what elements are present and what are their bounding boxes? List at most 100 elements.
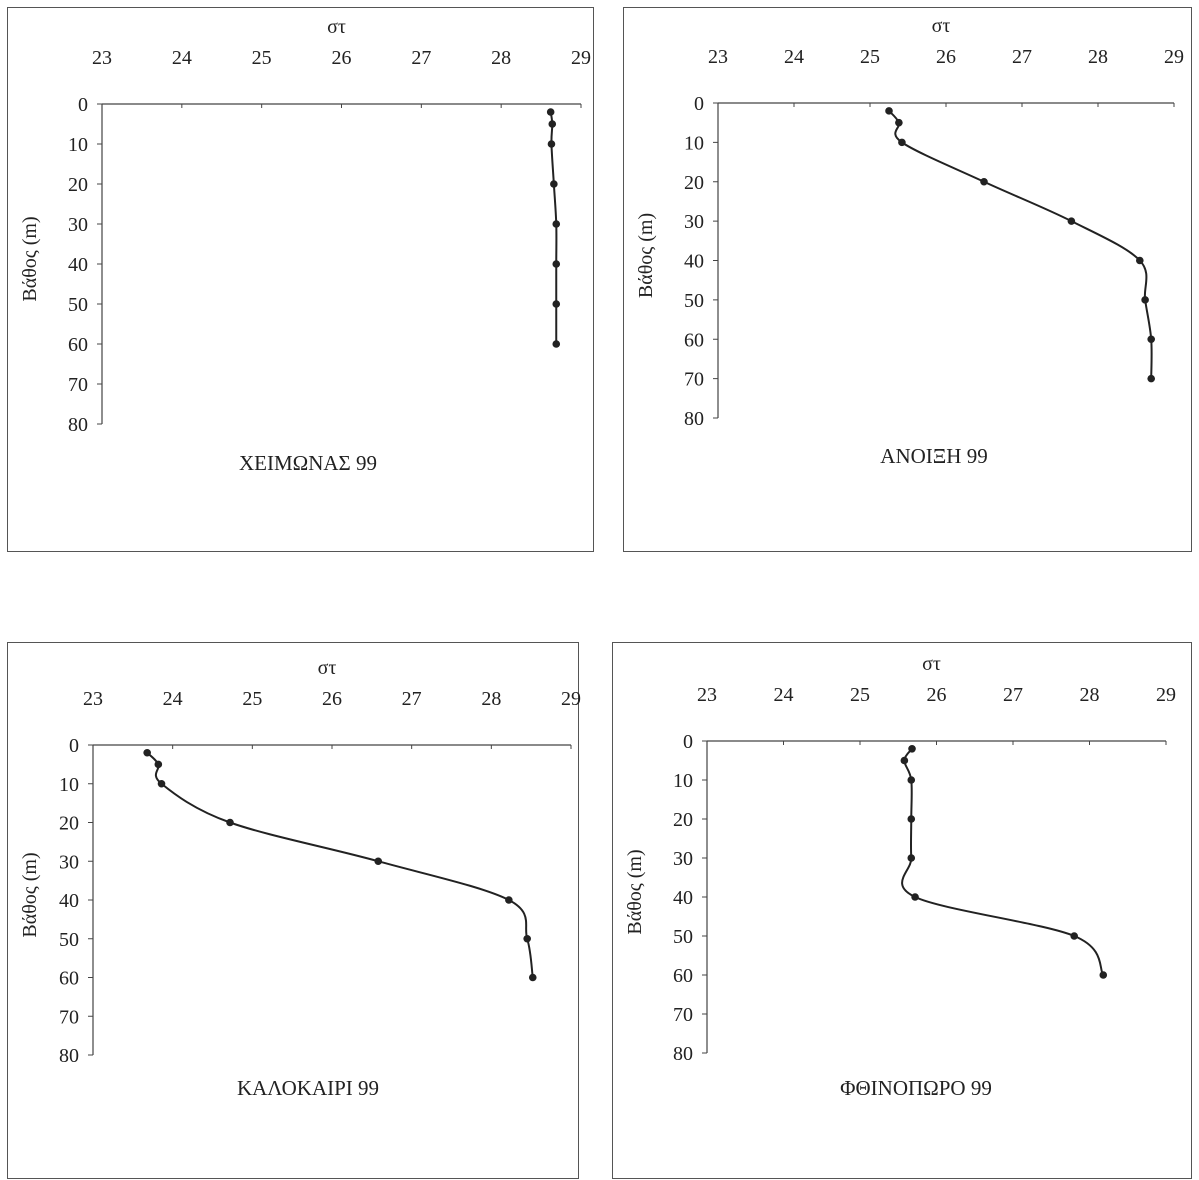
x-axis-title: στ (932, 15, 951, 37)
data-point (907, 815, 916, 823)
y-tick-label: 0 (69, 735, 79, 757)
y-axis-title: Βάθος (m) (19, 852, 41, 937)
x-tick-label: 23 (83, 688, 103, 710)
data-point (552, 220, 561, 228)
chart-title: ΚΑΛΟΚΑΙΡΙ 99 (237, 1076, 379, 1100)
chart-winter: 23 24 25 26 27 28 29 0 10 20 30 40 50 60 70 80 στ Βάθος (… (19, 16, 591, 475)
data-point (505, 896, 513, 904)
data-point (908, 745, 916, 753)
y-tick-label: 60 (68, 334, 88, 356)
x-tick-label: 29 (561, 688, 581, 710)
data-point (1147, 374, 1155, 383)
y-tick-label: 70 (684, 369, 704, 391)
data-point (547, 140, 556, 148)
x-tick-label: 26 (332, 47, 352, 69)
y-tick-label: 60 (673, 965, 693, 987)
series-line (901, 748, 1105, 976)
y-tick-label: 50 (68, 294, 88, 316)
y-tick-label: 0 (683, 731, 693, 753)
x-tick-label: 23 (708, 46, 728, 68)
x-axis-title: στ (327, 16, 346, 38)
data-point (1070, 932, 1078, 940)
data-point (374, 857, 383, 866)
x-tick-label: 26 (927, 684, 947, 706)
y-tick-label: 60 (684, 329, 704, 351)
y-axis-title: Βάθος (m) (635, 213, 657, 298)
y-tick-label: 50 (684, 290, 704, 312)
data-point (550, 180, 558, 188)
y-tick-label: 20 (59, 813, 79, 835)
data-point (552, 340, 561, 348)
data-point (980, 177, 988, 186)
x-axis-title: στ (318, 657, 337, 679)
data-point (1141, 296, 1149, 304)
x-tick-label: 29 (1156, 684, 1176, 706)
data-point (1099, 971, 1108, 979)
data-point (1067, 217, 1076, 225)
y-tick-label: 60 (59, 968, 79, 990)
chart-autumn: 23 24 25 26 27 28 29 0 10 20 30 40 50 60 70 80 στ Βάθος (… (624, 653, 1176, 1100)
y-tick-label: 70 (673, 1004, 693, 1026)
y-tick-label: 30 (59, 851, 79, 873)
y-tick-label: 0 (694, 93, 704, 115)
x-tick-label: 27 (402, 688, 422, 710)
chart-panel-spring: 23 24 25 26 27 28 29 0 10 20 30 40 50 60 70 80 στ Βάθος (… (623, 7, 1192, 552)
x-tick-label: 28 (491, 47, 511, 69)
data-point (552, 260, 561, 268)
y-tick-label: 50 (673, 926, 693, 948)
y-tick-label: 10 (59, 774, 79, 796)
y-tick-label: 30 (673, 848, 693, 870)
x-tick-label: 27 (1012, 46, 1032, 68)
y-tick-label: 80 (684, 408, 704, 430)
y-axis-title: Βάθος (m) (624, 849, 646, 934)
x-tick-label: 27 (411, 47, 431, 69)
y-tick-label: 20 (684, 172, 704, 194)
x-tick-label: 29 (1164, 46, 1184, 68)
x-tick-label: 23 (92, 47, 112, 69)
x-tick-label: 27 (1003, 684, 1023, 706)
chart-panel-autumn: 23 24 25 26 27 28 29 0 10 20 30 40 50 60 70 80 στ Βάθος (… (612, 642, 1192, 1179)
x-axis-title: στ (922, 653, 941, 675)
data-point (154, 760, 163, 769)
chart-title: ΦΘΙΝΟΠΩΡΟ 99 (840, 1076, 992, 1100)
y-tick-label: 40 (684, 251, 704, 273)
y-tick-label: 40 (59, 890, 79, 912)
data-point (907, 854, 916, 862)
x-tick-label: 29 (571, 47, 591, 69)
x-tick-label: 24 (784, 46, 804, 68)
y-tick-label: 80 (68, 414, 88, 436)
data-point (143, 748, 151, 757)
chart-spring: 23 24 25 26 27 28 29 0 10 20 30 40 50 60 70 80 στ Βάθος (… (635, 15, 1184, 468)
data-point (895, 118, 903, 127)
y-tick-label: 10 (684, 132, 704, 154)
x-tick-label: 24 (163, 688, 183, 710)
y-tick-label: 80 (59, 1045, 79, 1067)
chart-panel-summer: 23 24 25 26 27 28 29 0 10 20 30 40 50 60 70 80 στ Βάθος (… (7, 642, 581, 1179)
data-point (528, 973, 537, 982)
data-point (1147, 335, 1155, 344)
y-tick-label: 80 (673, 1043, 693, 1065)
x-tick-label: 25 (860, 46, 880, 68)
y-tick-label: 20 (673, 809, 693, 831)
y-tick-label: 40 (68, 254, 88, 276)
y-axis-title: Βάθος (m) (19, 216, 41, 301)
y-tick-label: 30 (68, 214, 88, 236)
y-tick-label: 10 (68, 134, 88, 156)
data-point (226, 818, 234, 827)
y-tick-label: 70 (59, 1006, 79, 1028)
x-tick-label: 25 (252, 47, 272, 69)
chart-summer: 23 24 25 26 27 28 29 0 10 20 30 40 50 60 70 80 στ Βάθος (… (19, 657, 581, 1100)
x-tick-label: 26 (322, 688, 342, 710)
y-tick-label: 20 (68, 174, 88, 196)
data-point (157, 779, 166, 788)
x-tick-label: 26 (936, 46, 956, 68)
x-tick-label: 25 (242, 688, 262, 710)
data-point (546, 108, 555, 116)
data-point (900, 756, 909, 765)
data-point (548, 120, 557, 128)
x-tick-label: 23 (697, 684, 717, 706)
x-tick-label: 24 (774, 684, 794, 706)
data-point (885, 107, 893, 115)
y-tick-label: 50 (59, 929, 79, 951)
series-line (146, 752, 534, 978)
